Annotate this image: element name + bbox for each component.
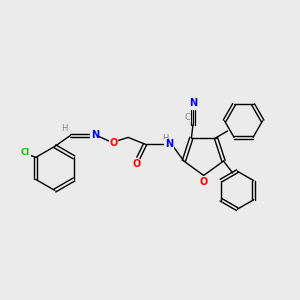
Text: H: H — [61, 124, 68, 133]
Text: O: O — [132, 159, 141, 169]
Text: N: N — [165, 139, 173, 149]
Text: N: N — [189, 98, 197, 108]
Text: H: H — [162, 134, 169, 142]
Text: N: N — [91, 130, 99, 140]
Text: C: C — [184, 113, 190, 122]
Text: O: O — [109, 138, 117, 148]
Text: Cl: Cl — [21, 148, 30, 157]
Text: O: O — [200, 177, 208, 187]
